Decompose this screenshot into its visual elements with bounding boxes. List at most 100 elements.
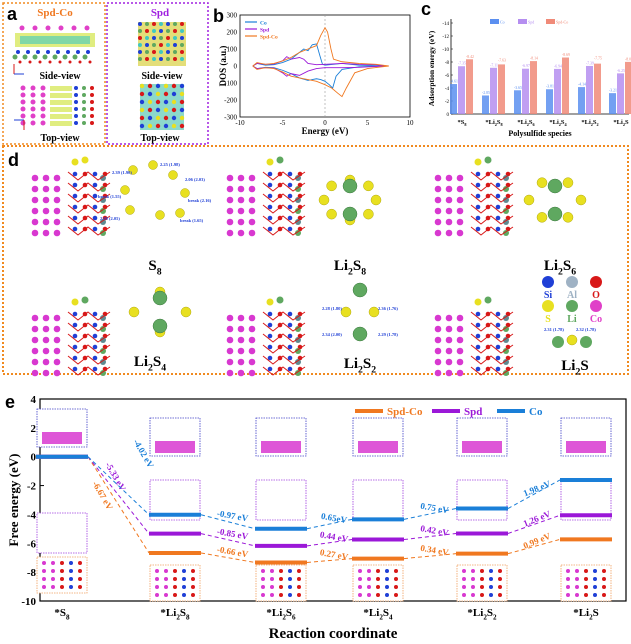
li-atom	[342, 206, 358, 222]
co-atom	[237, 207, 245, 215]
connector-spd	[507, 514, 561, 534]
atom	[152, 57, 156, 61]
step-energy-label: -0.97 eV	[216, 508, 249, 523]
step-energy-label: 0.99 eV	[522, 531, 553, 551]
co-atom	[53, 207, 61, 215]
al-li-atom	[503, 326, 509, 332]
li-atom	[552, 336, 564, 348]
atom	[179, 91, 185, 97]
x-tick-label: 5	[366, 119, 370, 127]
al-li-atom	[503, 348, 509, 354]
atom	[145, 57, 149, 61]
bond	[470, 366, 514, 376]
si-atom	[287, 322, 293, 328]
co-atom	[40, 106, 46, 112]
si-atom	[495, 182, 501, 188]
bar-co	[609, 93, 616, 114]
co-atom	[53, 196, 61, 204]
co-atom	[53, 369, 61, 377]
atom	[602, 593, 606, 597]
atom	[152, 43, 156, 47]
o-atom	[58, 60, 62, 64]
atom	[489, 585, 493, 589]
co-atom	[445, 174, 453, 182]
atom	[575, 577, 579, 581]
co-atom	[226, 196, 234, 204]
co-atom	[42, 369, 50, 377]
co-atom	[31, 218, 39, 226]
si-atom	[287, 215, 293, 221]
si-atom	[72, 226, 78, 232]
bond	[470, 215, 514, 225]
y-tick-label: 100	[227, 46, 238, 54]
co-atom	[445, 229, 453, 237]
charge-density-lobe	[50, 121, 72, 126]
o-atom	[18, 60, 22, 64]
step-energy-label: 0.34 eV	[420, 543, 450, 558]
atom	[297, 569, 301, 573]
atom	[152, 50, 156, 54]
atom	[171, 83, 177, 89]
si-atom	[92, 344, 98, 350]
s-atom	[536, 212, 548, 223]
category-label: *Li2S6	[266, 607, 296, 621]
bond	[470, 333, 514, 343]
atom	[288, 569, 292, 573]
si-atom	[495, 193, 501, 199]
atom	[297, 577, 301, 581]
connector-spd	[87, 456, 150, 534]
atom	[182, 585, 186, 589]
li-atom	[12, 54, 18, 60]
atom	[82, 107, 86, 111]
co-atom	[31, 358, 39, 366]
si-atom	[267, 215, 273, 221]
atom	[82, 121, 86, 125]
co-atom	[237, 369, 245, 377]
co-atom	[30, 120, 36, 126]
atom	[171, 107, 177, 113]
step-energy-label: 0.65eV	[320, 511, 348, 525]
si-atom	[92, 215, 98, 221]
si-atom	[76, 50, 80, 54]
co-atom	[456, 207, 464, 215]
al-li-atom	[503, 337, 509, 343]
li-atom	[352, 326, 368, 342]
al-li-atom	[295, 315, 301, 321]
atom	[480, 577, 484, 581]
x-tick-label: -5	[280, 119, 286, 127]
bar-spd	[458, 66, 465, 114]
bar-co	[578, 87, 585, 114]
al-li-atom	[100, 175, 106, 181]
co-atom	[248, 336, 256, 344]
co-atom	[237, 347, 245, 355]
si-atom	[86, 50, 90, 54]
atom	[182, 593, 186, 597]
si-atom	[287, 193, 293, 199]
adsorbate-atom	[276, 296, 284, 304]
co-atom	[53, 314, 61, 322]
bond	[262, 204, 306, 214]
al-li-atom	[503, 197, 509, 203]
atom	[171, 115, 177, 121]
bond-length-label: 2.36 (1.76)	[378, 306, 398, 311]
bond	[67, 171, 111, 181]
si-atom	[495, 171, 501, 177]
slab-image	[462, 441, 502, 453]
dos-chart: -10 -5 0 5 10 300 200 100 0 -100 -200 -300 Energy (e…	[218, 12, 414, 137]
atom	[261, 585, 265, 589]
atom	[90, 114, 94, 118]
co-atom	[31, 314, 39, 322]
element-legend-label: Li	[567, 314, 577, 325]
s-atom	[536, 177, 548, 188]
bar-value-label: -6.25	[617, 69, 625, 73]
atom	[191, 585, 195, 589]
co-atom	[248, 229, 256, 237]
atom	[147, 83, 153, 89]
atom	[180, 43, 184, 47]
atom	[82, 114, 86, 118]
legend-label: Spd	[528, 20, 534, 25]
co-atom	[226, 336, 234, 344]
atom	[270, 593, 274, 597]
legend-label: Co	[529, 406, 543, 418]
atom	[74, 114, 78, 118]
